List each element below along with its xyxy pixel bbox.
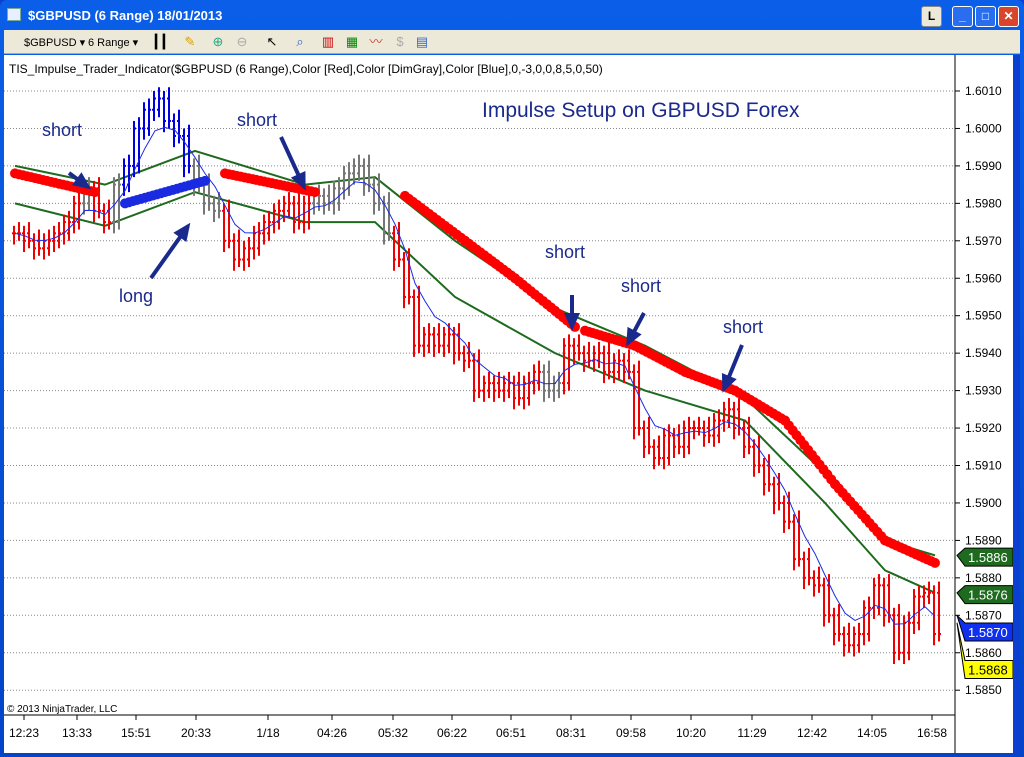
x-tick-label: 13:33: [62, 726, 92, 740]
x-tick-label: 05:32: [378, 726, 408, 740]
x-tick-label: 04:26: [317, 726, 347, 740]
x-tick-label: 06:51: [496, 726, 526, 740]
search-icon[interactable]: ⌕: [296, 34, 304, 49]
signal-dot: [200, 175, 210, 186]
price-tag: [956, 585, 1013, 605]
price-chart[interactable]: 1.6010 1.6000 1.5990 1.5980 1.5970 1.5960 1.59…: [4, 55, 1013, 753]
y-tick-label: 1.5960: [965, 271, 1002, 285]
zoom-out-icon[interactable]: ⊖: [236, 34, 248, 49]
y-tick-label: 1.5920: [965, 421, 1002, 435]
close-button[interactable]: ✕: [998, 6, 1019, 27]
x-tick-label: 06:22: [437, 726, 467, 740]
y-tick-label: 1.5970: [965, 234, 1002, 248]
instrument-label: $GBPUSD: [24, 37, 77, 49]
price-tag-label: 1.5870: [968, 625, 1008, 640]
y-tick-label: 1.5980: [965, 196, 1002, 210]
price-tag: [956, 622, 1013, 679]
arrow-head: [290, 170, 306, 191]
x-tick-label: 14:05: [857, 726, 887, 740]
zoom-in-icon[interactable]: ⊕: [212, 34, 224, 49]
window-title: $GBPUSD (6 Range) 18/01/2013: [28, 8, 223, 23]
annotation-label-short: short: [42, 120, 82, 140]
price-tag: [956, 614, 1013, 642]
x-tick-label: 12:23: [9, 726, 39, 740]
bar-type-icon[interactable]: ┃┃: [152, 34, 168, 49]
link-button[interactable]: L: [921, 6, 942, 27]
price-tag-label: 1.5876: [968, 588, 1008, 603]
arrow-head: [71, 172, 92, 190]
y-tick-label: 1.5910: [965, 459, 1002, 473]
chart-app-icon: [7, 8, 21, 21]
y-tick-label: 1.5880: [965, 571, 1002, 585]
x-tick-label: 12:42: [797, 726, 827, 740]
x-tick-label: 11:29: [737, 726, 766, 740]
y-tick-label: 1.5930: [965, 384, 1002, 398]
orders-icon[interactable]: ▥: [321, 34, 335, 49]
price-tag-label: 1.5886: [968, 550, 1008, 565]
strategy-icon[interactable]: $: [396, 34, 404, 49]
period-label: 6 Range: [88, 37, 130, 49]
pencil-icon[interactable]: ✎: [184, 34, 196, 49]
x-tick-label: 16:58: [917, 726, 947, 740]
y-tick-label: 1.5890: [965, 533, 1002, 547]
price-tag-label: 1.5868: [968, 662, 1008, 677]
annotation-label-short: short: [621, 276, 661, 296]
candles-icon[interactable]: ▦: [345, 34, 359, 49]
y-tick-label: 1.6010: [965, 84, 1002, 98]
y-tick-label: 1.6000: [965, 121, 1002, 135]
y-tick-label: 1.5860: [965, 646, 1002, 660]
copyright: © 2013 NinjaTrader, LLC: [7, 704, 117, 715]
x-tick-label: 09:58: [616, 726, 646, 740]
title-bar: $GBPUSD (6 Range) 18/01/2013 L _ □ ✕: [0, 0, 1024, 30]
arrow-head: [626, 326, 642, 347]
y-tick-label: 1.5990: [965, 159, 1002, 173]
fast-ma-line: [14, 126, 936, 625]
y-tick-label: 1.5850: [965, 683, 1002, 697]
annotation-label-short: short: [545, 242, 585, 262]
properties-icon[interactable]: ▤: [415, 34, 429, 49]
scrollbar[interactable]: [1013, 55, 1020, 753]
indicator-label: TIS_Impulse_Trader_Indicator($GBPUSD (6 …: [9, 62, 603, 76]
x-tick-label: 1/18: [256, 726, 280, 740]
x-tick-label: 20:33: [181, 726, 211, 740]
signal-dot: [90, 187, 100, 198]
toolbar: $GBPUSD ▾ 6 Range ▾ ┃┃ ✎ ⊕ ⊖ ↖ ⌕ ▥ ▦ 〰 $…: [4, 30, 1020, 54]
chart-panel[interactable]: 1.6010 1.6000 1.5990 1.5980 1.5970 1.5960 1.59…: [4, 55, 1020, 753]
annotation-label-short: short: [237, 110, 277, 130]
y-tick-label: 1.5900: [965, 496, 1002, 510]
y-tick-label: 1.5870: [965, 608, 1002, 622]
minimize-button[interactable]: _: [952, 6, 973, 27]
arrow-head: [564, 313, 580, 331]
instrument-selector[interactable]: $GBPUSD ▾: [24, 37, 86, 49]
indicators-icon[interactable]: 〰: [369, 34, 383, 49]
maximize-button[interactable]: □: [975, 6, 996, 27]
arrow-head: [173, 222, 191, 243]
x-tick-label: 15:51: [121, 726, 151, 740]
period-selector[interactable]: 6 Range ▾: [88, 37, 139, 49]
x-tick-label: 08:31: [556, 726, 586, 740]
x-tick-label: 10:20: [676, 726, 706, 740]
y-tick-label: 1.5940: [965, 346, 1002, 360]
lower-band-line: [14, 191, 936, 594]
chart-title: Impulse Setup on GBPUSD Forex: [482, 99, 800, 122]
arrow-head: [721, 373, 737, 393]
price-tag: [956, 547, 1013, 567]
y-tick-label: 1.5950: [965, 309, 1002, 323]
signal-dot: [930, 557, 940, 568]
pointer-icon[interactable]: ↖: [266, 34, 278, 49]
signal-dot: [310, 187, 320, 198]
annotation-label-long: long: [119, 286, 153, 306]
annotation-label-short: short: [723, 317, 763, 337]
